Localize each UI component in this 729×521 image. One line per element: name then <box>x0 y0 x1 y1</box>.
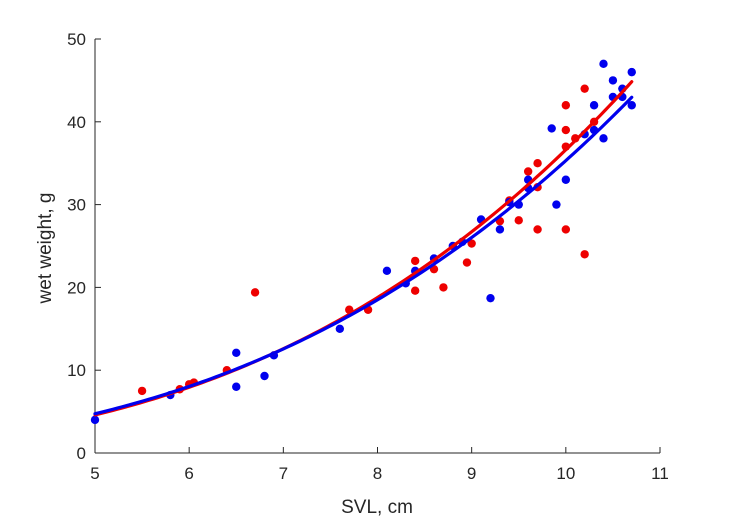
fit-curve-series-1 <box>93 95 634 416</box>
data-point <box>627 101 636 110</box>
data-point <box>232 382 241 391</box>
data-point <box>599 134 608 143</box>
x-tick-label: 5 <box>90 464 99 483</box>
x-tick-label: 7 <box>279 464 288 483</box>
series-1-points <box>90 59 636 425</box>
y-tick-label: 20 <box>67 278 86 297</box>
data-point <box>580 84 589 93</box>
y-tick-label: 50 <box>67 30 86 49</box>
data-point <box>382 266 392 276</box>
data-point <box>523 167 533 176</box>
data-point <box>599 59 608 69</box>
data-point <box>232 348 241 358</box>
data-point <box>467 239 476 248</box>
data-point <box>439 283 448 292</box>
data-point <box>462 258 472 267</box>
data-point <box>627 67 636 77</box>
data-point <box>514 216 523 225</box>
data-point <box>552 200 561 209</box>
y-tick-label: 40 <box>67 113 86 132</box>
y-tick-label: 30 <box>67 196 86 215</box>
x-axis-label: SVL, cm <box>341 497 413 518</box>
data-point <box>533 225 542 234</box>
x-tick-label: 8 <box>373 464 382 483</box>
data-point <box>547 124 556 133</box>
data-point <box>580 250 589 259</box>
data-point <box>561 125 571 135</box>
plot-area: 5 6 7 8 9 10 11 0 10 20 30 40 50 <box>67 30 669 483</box>
data-point <box>486 293 495 303</box>
data-point <box>589 101 599 110</box>
y-tick-label: 0 <box>77 444 86 463</box>
data-point <box>260 371 269 381</box>
x-tick-label: 6 <box>184 464 193 483</box>
data-point <box>410 256 420 266</box>
series-0-points <box>137 84 599 396</box>
data-point <box>608 76 618 85</box>
data-point <box>561 225 571 234</box>
x-tick-label: 11 <box>651 464 669 483</box>
data-point <box>561 101 571 110</box>
data-point <box>137 386 147 396</box>
data-point <box>410 286 420 295</box>
x-tick-label: 9 <box>467 464 476 483</box>
data-point <box>495 225 505 234</box>
x-tick-label: 10 <box>556 464 575 483</box>
data-point <box>335 324 345 333</box>
data-point <box>561 175 571 184</box>
data-point <box>250 288 260 297</box>
y-axis-label: wet weight, g <box>35 193 56 305</box>
y-tick-label: 10 <box>67 361 86 380</box>
data-point <box>90 415 100 425</box>
data-point <box>533 159 542 168</box>
